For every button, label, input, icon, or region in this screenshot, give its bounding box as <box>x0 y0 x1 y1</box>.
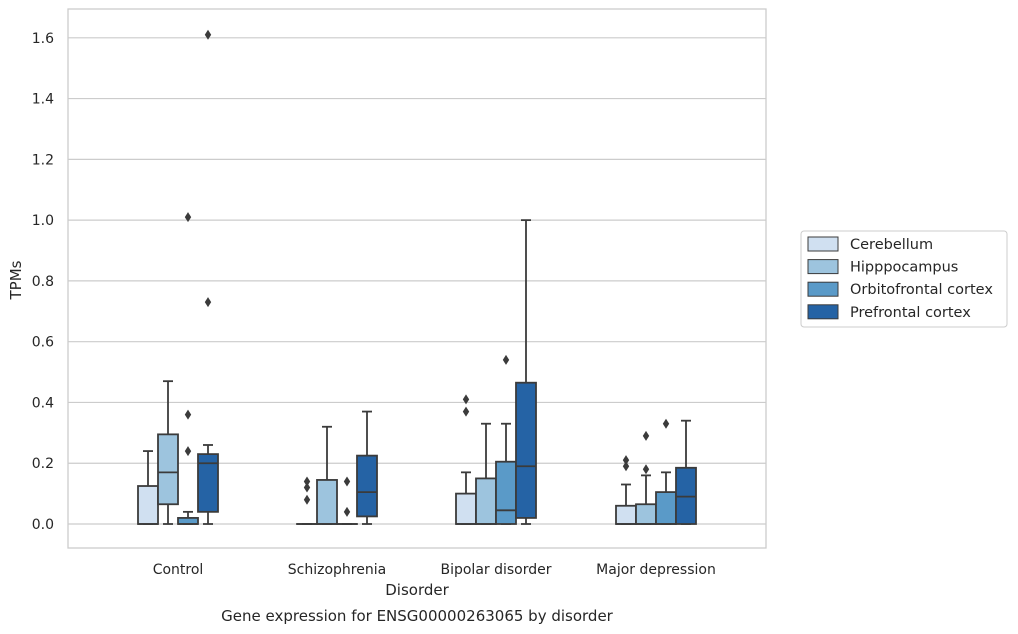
legend-label: Prefrontal cortex <box>850 305 971 321</box>
y-tick-label: 0.8 <box>32 274 54 290</box>
box-group <box>296 476 318 525</box>
y-tick-label: 1.2 <box>32 152 54 168</box>
y-tick-label: 0.4 <box>32 395 54 411</box>
box-group <box>655 418 677 525</box>
box-group <box>635 430 657 525</box>
legend-label: Hipppocampus <box>850 260 958 276</box>
box-group <box>157 380 179 525</box>
legend-label: Orbitofrontal cortex <box>850 282 993 298</box>
legend-frame <box>800 230 1008 328</box>
box-group <box>615 455 637 525</box>
legend-items: Cerebellum Hipppocampus Orbitofrontal cort… <box>807 236 993 321</box>
box-group <box>475 422 497 525</box>
x-axis-label: Disorder <box>385 581 449 599</box>
legend: Cerebellum Hipppocampus Orbitofrontal cort… <box>800 230 1008 328</box>
x-tick-label: Bipolar disorder <box>440 562 551 578</box>
box-group <box>197 29 219 525</box>
legend-label: Cerebellum <box>850 237 933 253</box>
box-group <box>316 425 338 525</box>
box-group <box>177 212 199 525</box>
box-group <box>336 476 358 525</box>
chart-title: Gene expression for ENSG00000263065 by d… <box>221 607 614 625</box>
box <box>515 381 537 519</box>
box <box>635 503 657 525</box>
legend-swatch <box>807 304 839 320</box>
grid-lines <box>68 37 766 525</box>
outlier-point <box>642 464 650 475</box>
box <box>177 517 199 525</box>
legend-swatch <box>807 236 839 252</box>
outlier-point <box>204 297 212 308</box>
box-group <box>455 394 477 525</box>
outlier-point <box>502 354 510 365</box>
outlier-point <box>622 455 630 466</box>
box <box>137 485 159 525</box>
y-tick-label: 1.6 <box>32 31 54 47</box>
y-axis-label: TPMs <box>7 260 25 300</box>
outlier-point <box>662 418 670 429</box>
box <box>495 460 517 525</box>
box <box>475 477 497 525</box>
y-tick-label: 0.2 <box>32 456 54 472</box>
box <box>197 453 219 513</box>
outlier-point <box>462 394 470 405</box>
outlier-point <box>303 482 311 493</box>
box-group <box>675 419 697 525</box>
x-axis-ticks: Control Schizophrenia Bipolar disorder Majo… <box>153 562 716 578</box>
outlier-point <box>303 476 311 487</box>
x-tick-label: Major depression <box>596 562 716 578</box>
outlier-point <box>622 461 630 472</box>
y-tick-label: 0.0 <box>32 517 54 533</box>
box <box>157 433 179 506</box>
outlier-point <box>184 212 192 223</box>
box-group <box>356 410 378 525</box>
box <box>455 492 477 525</box>
y-tick-label: 0.6 <box>32 335 54 351</box>
y-axis-ticks: 0.0 0.2 0.4 0.6 0.8 1.0 1.2 1.4 1.6 <box>32 31 54 533</box>
outlier-point <box>184 409 192 420</box>
box-group <box>137 450 159 525</box>
outlier-point <box>462 406 470 417</box>
y-tick-label: 1.4 <box>32 92 54 108</box>
outlier-point <box>343 506 351 517</box>
legend-swatch <box>807 259 839 275</box>
box <box>615 504 637 525</box>
box <box>316 479 338 525</box>
x-tick-label: Control <box>153 562 204 578</box>
x-tick-label: Schizophrenia <box>288 562 386 578</box>
outlier-point <box>343 476 351 487</box>
box-group <box>515 219 537 525</box>
plot-area-boxes <box>137 29 697 525</box>
box <box>655 491 677 525</box>
legend-swatch <box>807 281 839 297</box>
y-tick-label: 1.0 <box>32 213 54 229</box>
box <box>356 454 378 518</box>
outlier-point <box>184 446 192 457</box>
box-group <box>495 354 517 525</box>
plot-frame <box>67 8 767 549</box>
outlier-point <box>642 430 650 441</box>
outlier-point <box>204 29 212 40</box>
outlier-point <box>303 494 311 505</box>
